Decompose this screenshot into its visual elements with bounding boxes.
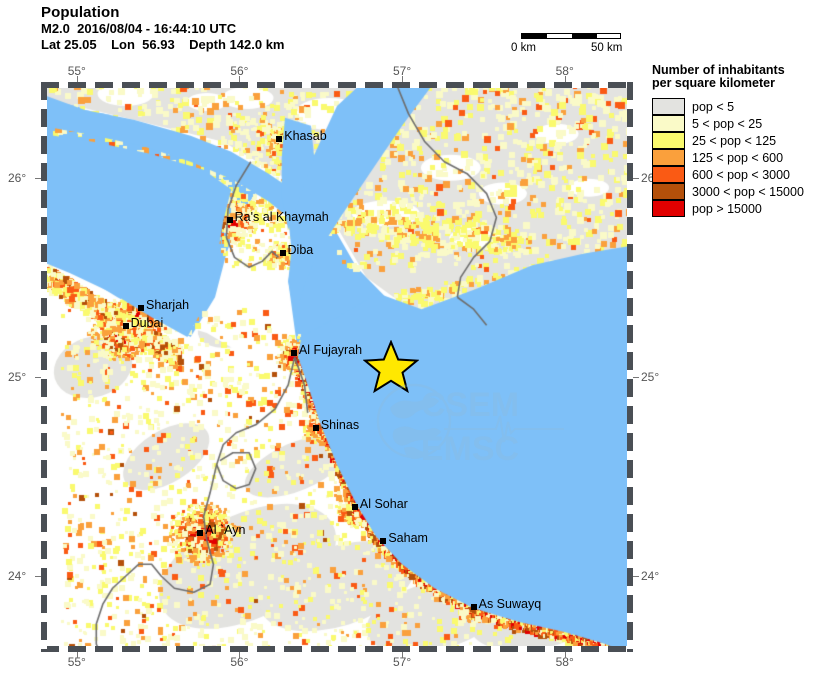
lat-tick-left: 26° [8, 170, 27, 185]
lat-tickmark [35, 177, 41, 179]
city-label: Saham [388, 531, 428, 546]
map-panel[interactable]: Khasab Ra's al Khaymah Diba Sharjah Dubai Al … [41, 82, 633, 652]
legend-label: 3000 < pop < 15000 [692, 184, 804, 199]
event-magnitude-time: M2.0 2016/08/04 - 16:44:10 UTC [41, 21, 237, 36]
lat-tick-left: 24° [8, 569, 27, 584]
map-border-top [41, 82, 633, 88]
lon-tick-top: 58° [555, 64, 574, 78]
city-dot-icon [290, 350, 297, 357]
lat-tickmark [633, 177, 639, 179]
scale-label-start: 0 km [511, 42, 536, 54]
city-dot-icon [279, 250, 286, 257]
legend-label: 25 < pop < 125 [692, 133, 777, 148]
city-label: Al `Ayn [205, 523, 246, 538]
legend-entry: 5 < pop < 25 [652, 115, 822, 132]
legend-swatch [652, 200, 685, 217]
legend-entry: 3000 < pop < 15000 [652, 183, 822, 200]
legend-label: pop > 15000 [692, 201, 762, 216]
legend-swatch [652, 98, 685, 115]
lon-tickmark [239, 652, 241, 658]
city-dot-icon [138, 305, 145, 312]
scale-label-end: 50 km [591, 42, 623, 54]
lat-tickmark [35, 576, 41, 578]
legend-label: 5 < pop < 25 [692, 116, 763, 131]
city-dot-icon [470, 604, 477, 611]
legend-entry-list: pop < 5 5 < pop < 25 25 < pop < 125 125 < p… [652, 98, 822, 217]
legend-label: pop < 5 [692, 99, 735, 114]
lon-tickmark [564, 76, 566, 82]
map-border-bottom [41, 646, 633, 652]
lon-tick-bottom: 57° [392, 655, 412, 669]
lat-tickmark [633, 376, 639, 378]
population-density-raster [41, 82, 633, 652]
lon-tick-bottom: 56° [230, 655, 249, 669]
city-label: Al Fujayrah [298, 343, 363, 358]
legend-entry: pop > 15000 [652, 200, 822, 217]
lon-tick-top: 55° [67, 64, 86, 78]
svg-text:CSEM: CSEM [421, 386, 519, 424]
legend-entry: pop < 5 [652, 98, 822, 115]
lat-tickmark [633, 576, 639, 578]
lon-tickmark [239, 76, 241, 82]
lon-tick-top: 56° [230, 64, 249, 78]
lat-tick-right: 24° [641, 569, 660, 584]
city-label: Sharjah [146, 298, 190, 313]
city-label: Dubai [130, 316, 164, 331]
city-dot-icon [351, 503, 358, 510]
legend-swatch [652, 183, 685, 200]
legend-title-line1: Number of inhabitants [652, 63, 785, 77]
city-label: As Suwayq [478, 597, 542, 612]
scale-bar-labels: 0 km 50 km [511, 42, 630, 56]
legend-swatch [652, 132, 685, 149]
lat-tickmark [35, 376, 41, 378]
event-location-depth: Lat 25.05 Lon 56.93 Depth 142.0 km [41, 37, 285, 52]
map-border-left [41, 82, 47, 652]
scale-bar-graphic [521, 33, 621, 39]
city-label: Diba [287, 243, 314, 258]
city-dot-icon [380, 538, 387, 545]
lon-tickmark [402, 76, 404, 82]
legend-entry: 600 < pop < 3000 [652, 166, 822, 183]
city-label: Shinas [320, 417, 360, 432]
legend-panel: Number of inhabitants per square kilomet… [652, 64, 822, 217]
legend-entry: 125 < pop < 600 [652, 149, 822, 166]
city-dot-icon [197, 530, 204, 537]
csem-emsc-watermark: CSEM EMSC [376, 383, 564, 468]
legend-swatch [652, 149, 685, 166]
legend-label: 600 < pop < 3000 [692, 167, 791, 182]
lon-tick-bottom: 58° [555, 655, 574, 669]
legend-title-line2: per square kilometer [652, 75, 775, 90]
city-label: Khasab [284, 128, 327, 143]
legend-entry: 25 < pop < 125 [652, 132, 822, 149]
city-dot-icon [122, 323, 129, 330]
page-title: Population [41, 4, 120, 21]
map-border-right [627, 82, 633, 652]
legend-label: 125 < pop < 600 [692, 150, 784, 165]
city-label: Ra's al Khaymah [234, 209, 329, 224]
legend-swatch [652, 166, 685, 183]
svg-text:EMSC: EMSC [421, 430, 519, 468]
city-dot-icon [312, 424, 319, 431]
scale-bar: 0 km 50 km [511, 33, 630, 56]
city-dot-icon [276, 135, 283, 142]
lon-tick-top: 57° [392, 64, 412, 78]
lat-tick-left: 25° [8, 369, 27, 384]
lon-tick-bottom: 55° [67, 655, 86, 669]
city-label: Al Sohar [359, 496, 408, 511]
city-dot-icon [226, 216, 233, 223]
lon-tickmark [564, 652, 566, 658]
lon-tickmark [402, 652, 404, 658]
legend-swatch [652, 115, 685, 132]
lon-tickmark [76, 652, 78, 658]
lon-tickmark [76, 76, 78, 82]
header-block: Population M2.0 2016/08/04 - 16:44:10 UT… [41, 4, 481, 53]
lat-tick-right: 25° [641, 369, 660, 384]
